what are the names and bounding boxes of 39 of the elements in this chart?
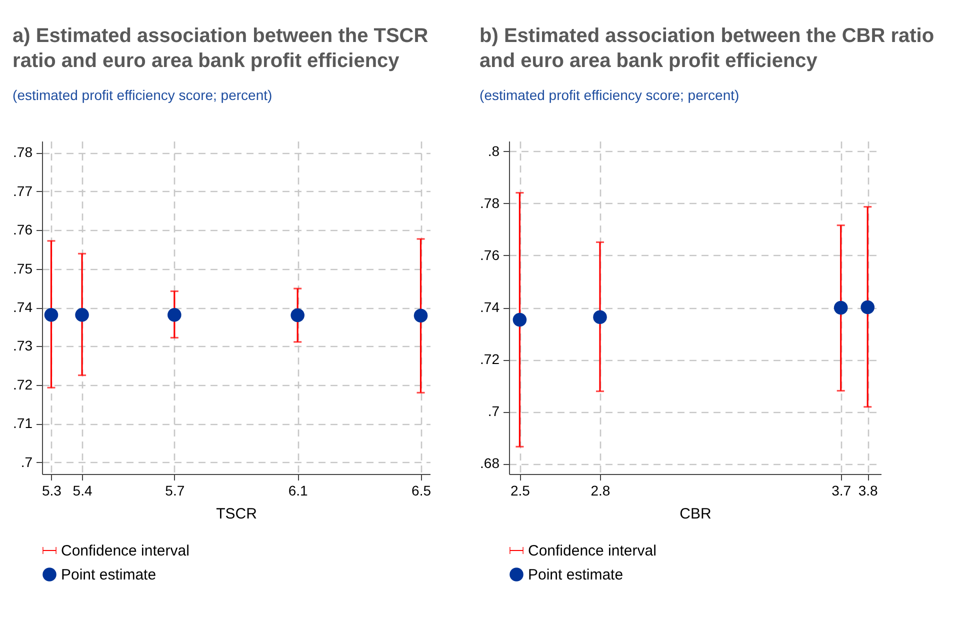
y-tick-label: .76	[13, 222, 33, 238]
y-tick-label: .71	[13, 415, 33, 432]
y-tick-label: .7	[20, 454, 33, 470]
y-tick-label: .77	[13, 182, 33, 199]
x-tick-label: 5.7	[165, 482, 185, 498]
chart-title: a) Estimated association between the TSCR ratio and euro area bank profit efficiency	[12, 25, 429, 72]
x-axis-title: TSCR	[216, 506, 258, 522]
y-tick-label: .78	[13, 144, 33, 160]
y-tick-label: .8	[488, 142, 500, 159]
y-tick-label: .75	[13, 260, 33, 276]
x-tick-label: 6.5	[412, 482, 432, 498]
x-tick-label: 3.8	[858, 482, 878, 498]
y-tick-label: .72	[480, 351, 500, 368]
x-axis-title: CBR	[680, 506, 712, 522]
y-tick-label: .74	[13, 299, 33, 315]
legend-label: Point estimate	[528, 566, 624, 584]
chart-title: b) Estimated association between the CBR ratio and euro area bank profit efficiency	[480, 25, 934, 72]
point	[834, 300, 848, 315]
y-tick-label: .73	[13, 338, 33, 354]
y-tick-label: .74	[480, 299, 500, 315]
x-tick-label: 2.5	[510, 482, 530, 498]
y-tick-label: .78	[480, 194, 500, 211]
legend-label: Point estimate	[61, 566, 156, 584]
x-tick-label: 5.4	[72, 482, 92, 498]
y-tick-label: .68	[480, 455, 500, 472]
chart-subtitle: (estimated profit efficiency score; percent)	[480, 87, 740, 103]
x-tick-label: 3.7	[832, 482, 852, 498]
y-tick-label: .76	[480, 246, 500, 263]
chart-subtitle: (estimated profit efficiency score; percent)	[12, 87, 272, 103]
point	[593, 310, 607, 324]
point	[860, 300, 875, 314]
x-tick-label: 6.1	[288, 482, 308, 498]
text: Confidence interval	[61, 542, 190, 560]
x-tick-label: 2.8	[590, 482, 610, 498]
point	[512, 312, 527, 327]
text: Confidence interval	[528, 542, 656, 560]
y-tick-label: .72	[13, 376, 33, 392]
x-tick-label: 5.3	[42, 482, 62, 498]
y-tick-label: .7	[488, 403, 500, 420]
